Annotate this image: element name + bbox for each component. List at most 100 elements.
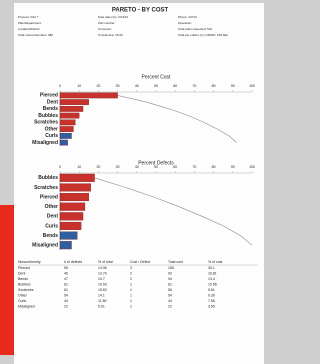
bar bbox=[60, 212, 83, 220]
x-tick-label: 70 bbox=[192, 165, 196, 169]
table-cell: 19.93 bbox=[98, 282, 107, 286]
table-cell: 30.1 bbox=[208, 266, 215, 270]
header-field: % defective: 15.06 bbox=[98, 33, 123, 37]
table-cell: 61 bbox=[64, 282, 68, 286]
x-tick-label: 30 bbox=[116, 165, 120, 169]
category-label: Scratches bbox=[34, 185, 58, 191]
category-label: Dent bbox=[47, 99, 58, 105]
table-cell: 16.81 bbox=[208, 271, 217, 275]
category-label: Misaligned bbox=[32, 140, 58, 146]
x-tick-label: 0 bbox=[59, 84, 61, 88]
bar bbox=[60, 93, 118, 98]
table-cell: Curls bbox=[18, 299, 26, 303]
table-cell: 1 bbox=[130, 293, 132, 297]
bar bbox=[60, 193, 89, 201]
x-tick-label: 50 bbox=[154, 84, 158, 88]
bar bbox=[60, 113, 79, 118]
bar bbox=[60, 126, 73, 131]
x-tick-label: 0 bbox=[59, 165, 61, 169]
x-tick-label: 80 bbox=[212, 165, 216, 169]
page bbox=[14, 3, 264, 364]
header-field: Operation: bbox=[178, 21, 192, 25]
header-field: Process: Part 7 bbox=[18, 15, 39, 19]
table-cell: 12.79 bbox=[98, 271, 107, 275]
header-field: Plant/department: bbox=[18, 21, 42, 25]
table-cell: 61 bbox=[64, 288, 68, 292]
table-cell: 1 bbox=[130, 288, 132, 292]
table-cell: 56 bbox=[168, 288, 172, 292]
table-cell: 3.55 bbox=[208, 304, 215, 308]
x-tick-label: 100 bbox=[249, 84, 255, 88]
category-label: Scratches bbox=[34, 120, 58, 126]
table-cell: 10.7 bbox=[98, 277, 105, 281]
table-cell: 15.63 bbox=[98, 288, 107, 292]
table-cell: 54 bbox=[168, 293, 172, 297]
category-label: Pierced bbox=[40, 194, 58, 200]
header-field: Phone: 44713 bbox=[178, 15, 197, 19]
category-label: Bubbles bbox=[38, 175, 58, 181]
x-tick-label: 100 bbox=[249, 165, 255, 169]
table-cell: 14.1 bbox=[98, 293, 105, 297]
table-cell: 165 bbox=[168, 266, 174, 270]
category-label: Bends bbox=[43, 106, 59, 112]
bar bbox=[60, 203, 85, 211]
header-field: Location/District: bbox=[18, 27, 40, 31]
table-cell: 1 bbox=[130, 282, 132, 286]
bar bbox=[60, 184, 91, 192]
table-cell: 9.61 bbox=[208, 288, 215, 292]
table-cell: 10.56 bbox=[208, 282, 217, 286]
bar bbox=[60, 241, 72, 249]
category-label: Misaligned bbox=[32, 243, 58, 249]
table-header: Total cost bbox=[168, 260, 183, 264]
header-field: Date taken by: 2/13/12 bbox=[98, 15, 129, 19]
table-cell: 2 bbox=[130, 271, 132, 275]
category-label: Dent bbox=[47, 214, 58, 220]
category-label: Pierced bbox=[40, 93, 58, 99]
table-cell: 22 bbox=[64, 304, 68, 308]
x-tick-label: 40 bbox=[135, 165, 139, 169]
table-cell: 22 bbox=[168, 304, 172, 308]
table-cell: 54 bbox=[64, 293, 68, 297]
table-cell: 1 bbox=[130, 299, 132, 303]
header-field: Total nonconformities: 380 bbox=[18, 33, 53, 37]
header-field: Total per million (vs.) DPMO: 150,602 bbox=[178, 33, 228, 37]
bar bbox=[60, 99, 89, 104]
table-header: Cost / Defect bbox=[130, 260, 150, 264]
table-header: % of total bbox=[98, 260, 113, 264]
table-header: % of cost bbox=[208, 260, 222, 264]
table-header: # of defects bbox=[64, 260, 82, 264]
bar bbox=[60, 174, 95, 182]
chart-title: Percent Cost bbox=[142, 74, 172, 80]
table-cell: 3 bbox=[130, 266, 132, 270]
table-cell: 9.36 bbox=[208, 293, 215, 297]
table-cell: 5.91 bbox=[98, 304, 105, 308]
table-cell: 46 bbox=[64, 271, 68, 275]
table-cell: 44 bbox=[168, 299, 172, 303]
bar bbox=[60, 222, 81, 230]
category-label: Other bbox=[45, 204, 58, 210]
category-label: Curls bbox=[45, 223, 58, 229]
bar bbox=[60, 133, 72, 138]
x-tick-label: 60 bbox=[173, 165, 177, 169]
table-cell: 14.96 bbox=[98, 266, 107, 270]
x-tick-label: 30 bbox=[116, 84, 120, 88]
x-tick-label: 70 bbox=[192, 84, 196, 88]
category-label: Curls bbox=[45, 133, 58, 139]
table-cell: 94 bbox=[168, 277, 172, 281]
x-tick-label: 20 bbox=[96, 165, 100, 169]
x-tick-label: 40 bbox=[135, 84, 139, 88]
table-cell: Bends bbox=[18, 277, 28, 281]
table-cell: Pierced bbox=[18, 266, 30, 270]
x-tick-label: 60 bbox=[173, 84, 177, 88]
table-cell: 7.56 bbox=[208, 299, 215, 303]
table-header: Nonconformity bbox=[18, 260, 41, 264]
table-cell: Scratches bbox=[18, 288, 34, 292]
table-cell: Other bbox=[18, 293, 28, 297]
x-tick-label: 80 bbox=[212, 84, 216, 88]
category-label: Bubbles bbox=[38, 113, 58, 119]
x-tick-label: 90 bbox=[231, 165, 235, 169]
bar bbox=[60, 140, 68, 145]
header-field: Part number: bbox=[98, 21, 116, 25]
x-tick-label: 10 bbox=[77, 165, 81, 169]
table-cell: 11.89 bbox=[98, 299, 107, 303]
